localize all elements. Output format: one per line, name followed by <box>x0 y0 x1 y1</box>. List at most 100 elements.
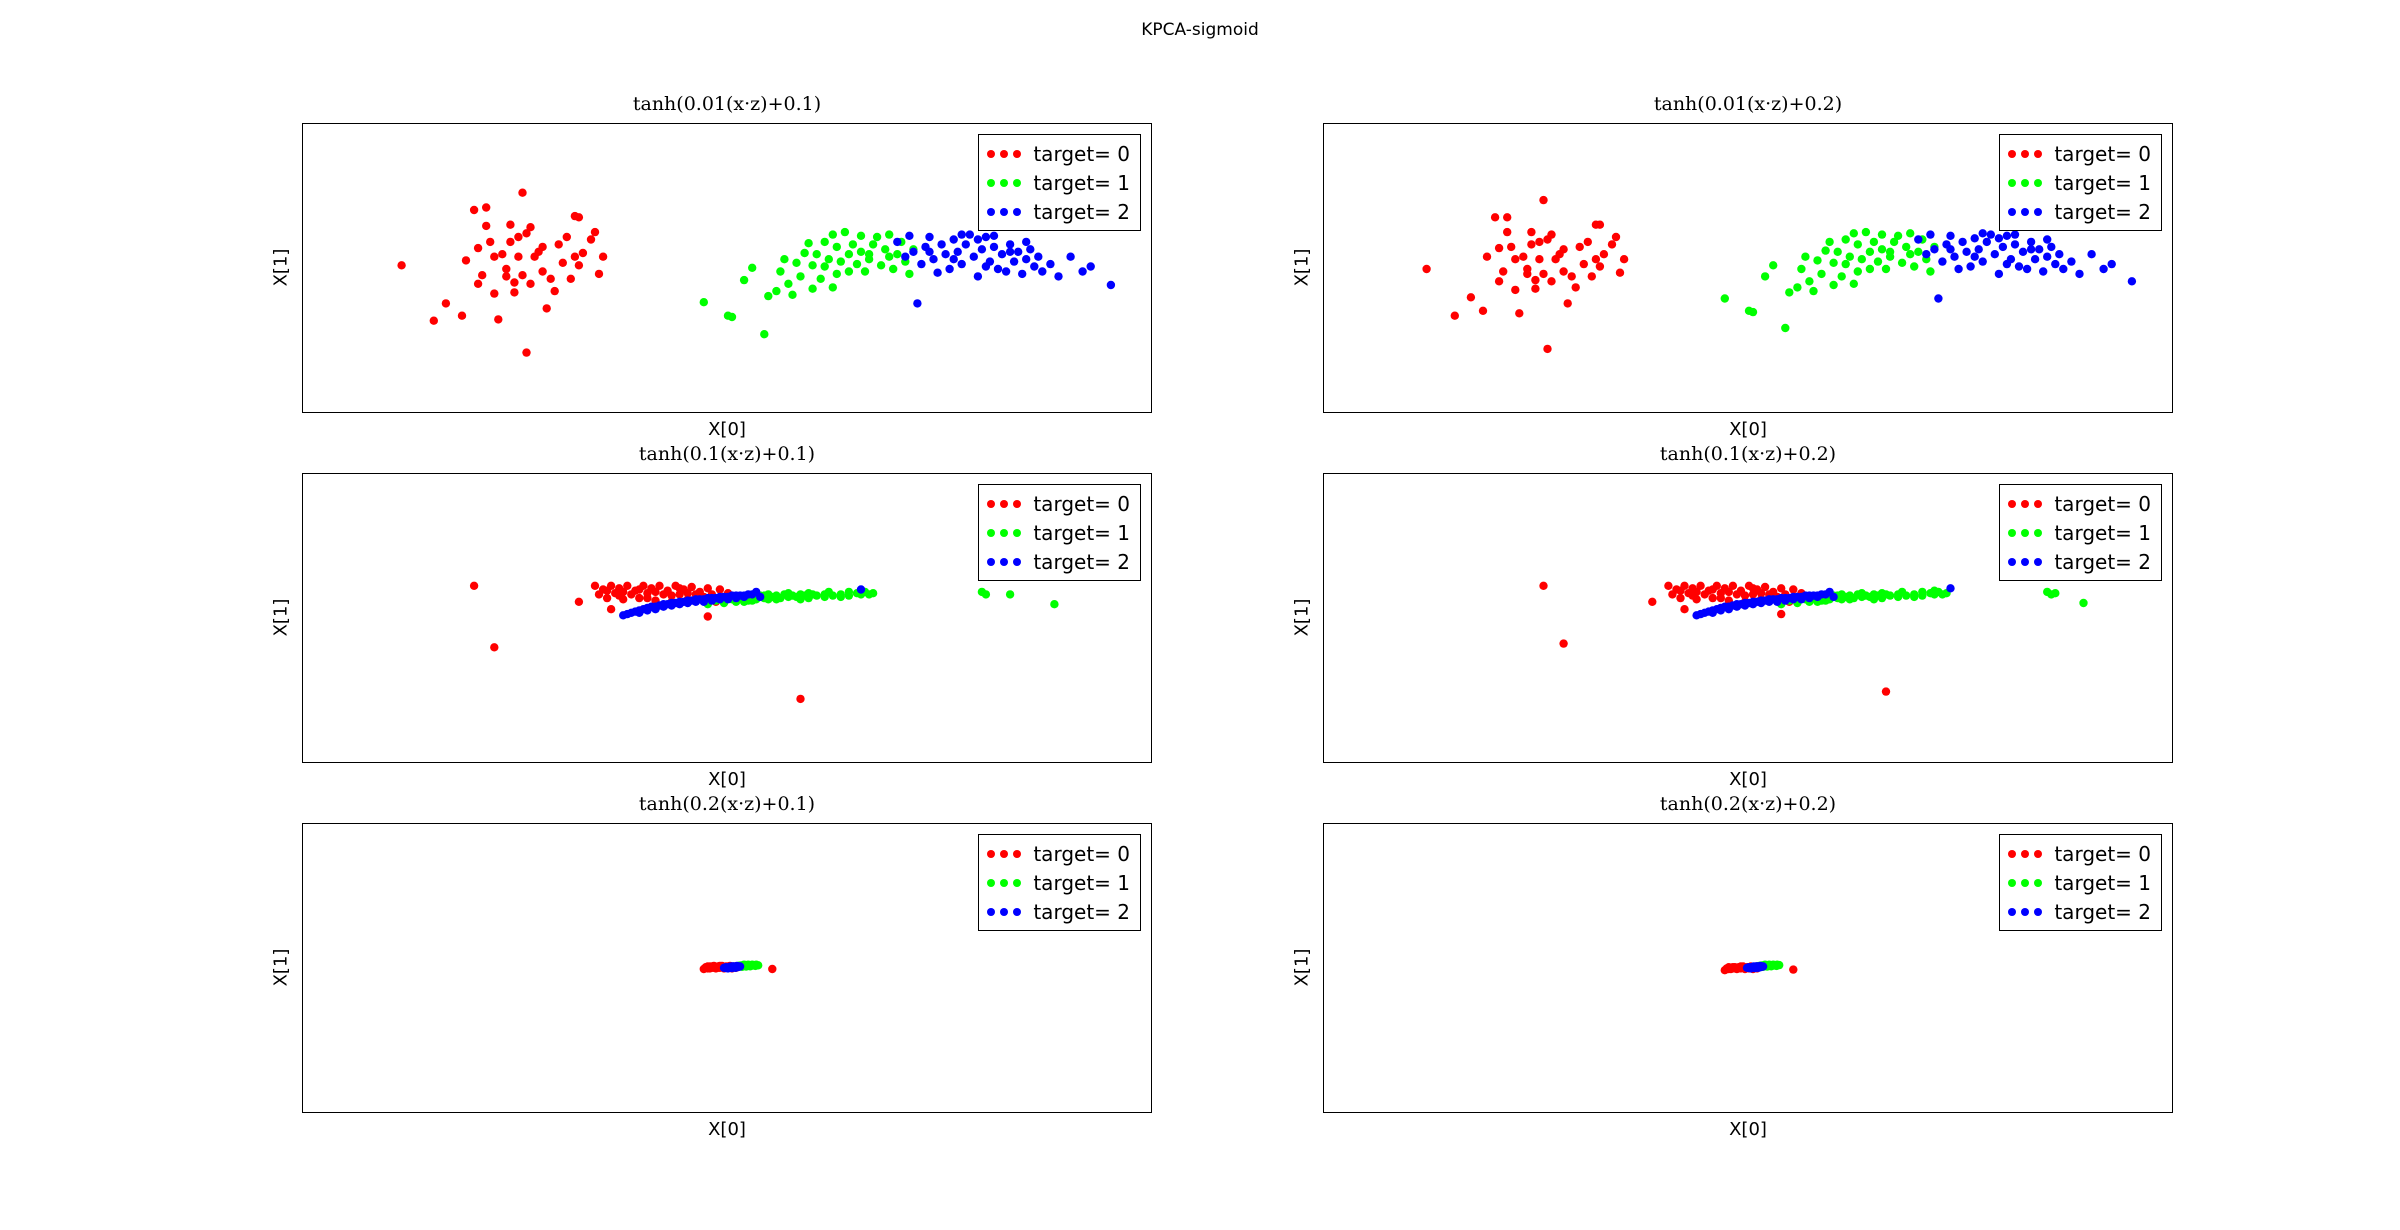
data-point <box>776 267 785 276</box>
data-point <box>1559 267 1568 276</box>
data-point <box>1885 247 1895 256</box>
data-point <box>1595 262 1605 271</box>
data-point <box>1014 247 1023 256</box>
legend-label: target= 2 <box>1033 899 1130 924</box>
legend-dot <box>987 207 996 216</box>
data-point <box>868 240 878 249</box>
data-point <box>824 255 833 264</box>
data-point <box>635 608 644 617</box>
legend-dot <box>2021 149 2030 158</box>
data-point <box>590 227 600 237</box>
data-point <box>707 596 717 605</box>
legend-dot <box>2008 557 2017 566</box>
data-point <box>538 267 547 276</box>
data-point <box>635 585 644 594</box>
series-target-2 <box>1742 961 1768 973</box>
data-point <box>856 585 866 594</box>
data-point <box>739 592 749 602</box>
data-point <box>1720 294 1729 303</box>
legend-dot <box>1013 878 1022 887</box>
data-point <box>989 231 999 240</box>
legend-entry: target= 1 <box>2008 168 2151 197</box>
data-point <box>1914 235 1923 244</box>
data-point <box>752 587 761 597</box>
data-point <box>506 220 515 229</box>
data-point <box>820 592 829 602</box>
legend-dot <box>2021 178 2030 187</box>
data-point <box>651 587 660 597</box>
legend-marker <box>987 907 1022 916</box>
legend-entry: target= 2 <box>987 547 1130 576</box>
legend: target= 0 target= 1 target= 2 <box>978 134 1141 231</box>
data-point <box>675 600 684 609</box>
legend-label: target= 1 <box>1033 170 1130 195</box>
data-point <box>1009 257 1019 266</box>
data-point <box>1793 283 1802 292</box>
legend-marker <box>987 557 1022 566</box>
data-point <box>796 694 805 704</box>
data-point <box>1696 581 1705 590</box>
y-axis-label: X[1] <box>270 948 292 987</box>
data-point <box>723 595 733 604</box>
data-point <box>518 188 527 197</box>
data-point <box>522 229 531 238</box>
data-point <box>498 250 507 259</box>
data-point <box>2067 257 2076 266</box>
data-point <box>1833 247 1842 256</box>
data-point <box>989 242 999 252</box>
data-point <box>574 213 584 222</box>
data-point <box>643 593 652 603</box>
y-axis-label: X[1] <box>270 248 292 287</box>
data-point <box>2099 264 2108 274</box>
data-point <box>1781 323 1790 333</box>
legend-dot <box>1013 557 1022 566</box>
data-point <box>1821 596 1830 605</box>
data-point <box>1986 230 1995 239</box>
legend-dot <box>1013 499 1022 508</box>
legend-dot <box>2034 528 2043 537</box>
legend-entry: target= 2 <box>2008 897 2151 926</box>
data-point <box>518 271 527 280</box>
data-point <box>2035 245 2044 254</box>
legend-entry: target= 0 <box>987 489 1130 518</box>
data-point <box>1877 245 1887 254</box>
data-point <box>1805 593 1814 603</box>
data-point <box>1708 608 1717 617</box>
legend-label: target= 2 <box>1033 199 1130 224</box>
subplot-title: tanh(0.1(x·z)+0.1) <box>638 443 816 465</box>
data-point <box>490 252 499 261</box>
data-point <box>1716 606 1725 615</box>
data-point <box>1680 605 1689 614</box>
data-point <box>1018 269 1027 279</box>
data-point <box>562 232 571 242</box>
data-point <box>1837 595 1846 604</box>
data-point <box>1086 262 1095 271</box>
data-point <box>1825 587 1834 597</box>
data-point <box>1494 277 1504 286</box>
data-point <box>574 597 584 606</box>
legend-dot <box>2021 557 2030 566</box>
legend-marker <box>2008 849 2043 858</box>
data-point <box>1728 963 1738 972</box>
data-point <box>1005 240 1015 249</box>
data-point <box>1777 584 1786 593</box>
data-point <box>788 290 797 299</box>
data-point <box>2059 264 2068 274</box>
legend-label: target= 0 <box>2054 841 2151 866</box>
data-point <box>1962 247 1971 256</box>
data-point <box>1527 240 1536 249</box>
data-point <box>881 245 890 254</box>
data-point <box>820 262 829 271</box>
legend-entry: target= 2 <box>2008 547 2151 576</box>
data-point <box>1760 582 1770 592</box>
data-point <box>804 239 813 248</box>
series-target-1 <box>1720 227 1939 333</box>
data-point <box>925 247 934 256</box>
data-point <box>1543 344 1552 354</box>
data-point <box>1519 252 1528 261</box>
data-point <box>1607 240 1617 249</box>
y-axis-label: X[1] <box>1291 248 1313 287</box>
legend-dot <box>2008 849 2017 858</box>
legend-marker <box>987 528 1022 537</box>
data-point <box>1938 257 1947 266</box>
